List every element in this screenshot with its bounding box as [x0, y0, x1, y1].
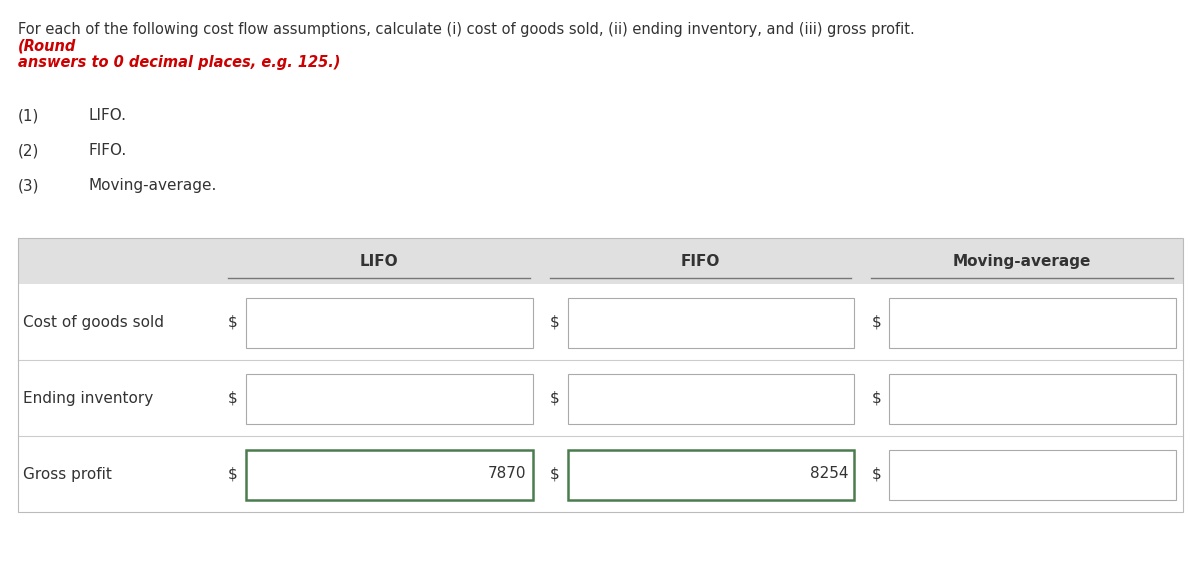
Text: $: $	[871, 315, 881, 329]
Text: Moving-average.: Moving-average.	[88, 178, 216, 193]
Text: Ending inventory: Ending inventory	[23, 391, 154, 406]
Text: (3): (3)	[18, 178, 40, 193]
Bar	[246, 450, 533, 500]
Bar	[246, 298, 533, 348]
Text: $: $	[228, 466, 238, 482]
Text: $: $	[550, 315, 559, 329]
Bar	[18, 238, 1183, 512]
Text: For each of the following cost flow assumptions, calculate (i) cost of goods sol: For each of the following cost flow assu…	[18, 22, 914, 37]
Bar	[18, 238, 1183, 284]
Text: FIFO: FIFO	[680, 253, 720, 269]
Text: 7870: 7870	[488, 466, 527, 482]
Text: $: $	[228, 391, 238, 406]
Text: (Round
answers to 0 decimal places, e.g. 125.): (Round answers to 0 decimal places, e.g.…	[18, 38, 341, 70]
Text: Gross profit: Gross profit	[23, 466, 112, 482]
Bar	[889, 450, 1176, 500]
Bar	[889, 374, 1176, 424]
Text: $: $	[550, 391, 559, 406]
Text: $: $	[871, 391, 881, 406]
Text: LIFO: LIFO	[360, 253, 398, 269]
Text: (1): (1)	[18, 108, 40, 123]
Bar	[568, 374, 854, 424]
Bar	[568, 450, 854, 500]
Text: FIFO.: FIFO.	[88, 143, 126, 158]
Text: LIFO.: LIFO.	[88, 108, 126, 123]
Text: Moving-average: Moving-average	[953, 253, 1091, 269]
Text: $: $	[871, 466, 881, 482]
Text: 8254: 8254	[810, 466, 848, 482]
Bar	[246, 374, 533, 424]
Text: $: $	[550, 466, 559, 482]
Text: (2): (2)	[18, 143, 40, 158]
Text: Cost of goods sold: Cost of goods sold	[23, 315, 164, 329]
Bar	[889, 298, 1176, 348]
Text: $: $	[228, 315, 238, 329]
Bar	[568, 298, 854, 348]
